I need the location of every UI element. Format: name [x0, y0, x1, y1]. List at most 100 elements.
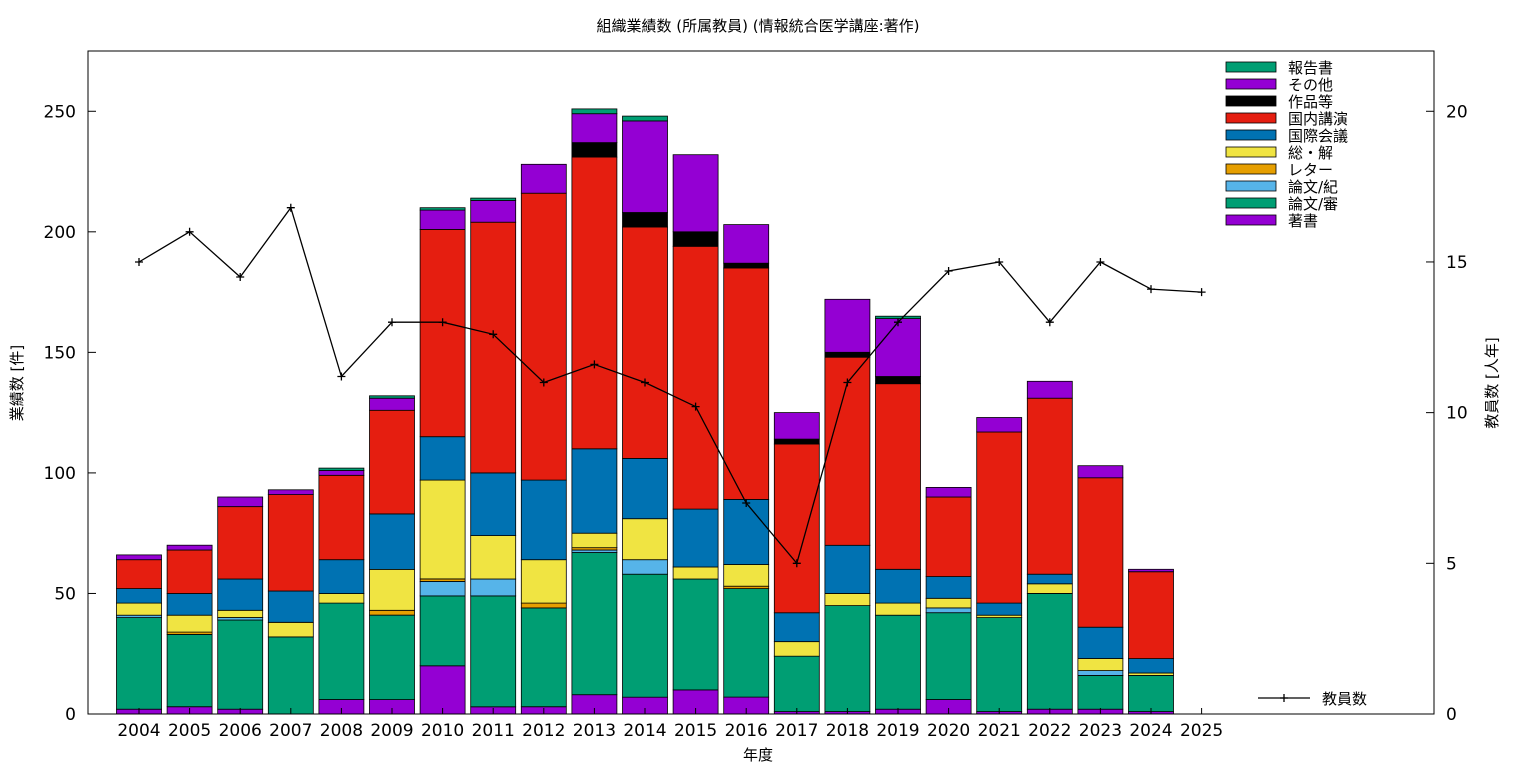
bar-segment-2016-s5: [723, 498, 770, 565]
bar-segment-2022-s5: [1026, 573, 1073, 585]
bar-segment-2008-s1: [318, 602, 365, 700]
bar-segment-2019-s1: [875, 614, 921, 710]
line-point-2019: [894, 318, 902, 327]
legend-label-6: レター: [1288, 161, 1333, 179]
bar-segment-2006-s5: [217, 578, 264, 611]
y-axis-label: 業績数 [件]: [8, 345, 26, 421]
bar-segment-2012-s8: [520, 163, 567, 194]
y-tick-label-200: 200: [44, 223, 76, 243]
bar-segment-2006-s6: [217, 506, 264, 580]
bar-segment-2013-s4: [571, 532, 618, 549]
bar-segment-2018-s7: [824, 351, 871, 358]
legend-label-2: 作品等: [1288, 93, 1333, 111]
bar-segment-2011-s1: [470, 595, 517, 708]
bar-segment-2024-s6: [1128, 571, 1174, 659]
line-point-2009: [388, 318, 396, 327]
bar-segment-2004-s1: [116, 617, 162, 710]
line-point-2022: [1045, 318, 1054, 327]
legend-swatch-4: [1225, 129, 1277, 141]
bar-segment-2010-s5: [419, 436, 466, 481]
bar-segment-2015-s6: [672, 245, 719, 510]
x-tick-label-2023: 2023: [1079, 721, 1122, 741]
legend-swatch-3: [1225, 112, 1277, 124]
line-layer: [135, 203, 1206, 568]
legend-label-9: 著書: [1288, 212, 1318, 230]
bar-segment-2020-s5: [925, 576, 972, 599]
legend-swatch-0: [1225, 61, 1277, 73]
bar-segment-2015-s7: [672, 231, 719, 247]
bar-segment-2023-s4: [1077, 658, 1124, 672]
legend-swatch-5: [1225, 146, 1277, 158]
bar-segment-2023-s5: [1077, 626, 1124, 659]
line-point-2005: [185, 227, 194, 236]
legend-label-3: 国内講演: [1288, 110, 1348, 128]
bar-segment-2005-s6: [166, 549, 213, 594]
bar-segment-2016-s6: [723, 267, 770, 500]
x-tick-label-2007: 2007: [269, 721, 312, 741]
bar-segment-2016-s7: [723, 262, 770, 269]
bar-segment-2010-s0: [419, 665, 466, 715]
bar-segment-2007-s8: [267, 489, 314, 495]
bar-segment-2023-s1: [1077, 675, 1124, 710]
bar-segment-2014-s4: [622, 518, 668, 561]
bar-segment-2014-s5: [622, 457, 668, 520]
bar-segment-2013-s8: [571, 113, 618, 143]
bar-segment-2021-s8: [976, 417, 1023, 433]
line-teachers: [138, 206, 1202, 565]
bar-segment-2022-s1: [1026, 593, 1073, 710]
bar-segment-2016-s4: [723, 564, 770, 587]
bar-segment-2010-s8: [419, 209, 466, 230]
bar-segment-2009-s5: [369, 513, 415, 570]
bar-segment-2018-s5: [824, 544, 871, 594]
bar-segment-2009-s4: [369, 568, 415, 611]
bar-segment-2019-s6: [875, 383, 921, 570]
bar-segment-2012-s4: [520, 559, 567, 604]
plot-frame: [87, 50, 1435, 715]
legend-label-8: 論文/審: [1288, 195, 1338, 213]
line-point-2018: [843, 378, 852, 387]
x-tick-label-2020: 2020: [927, 721, 970, 741]
x-tick-label-2017: 2017: [775, 721, 818, 741]
bar-segment-2020-s4: [925, 597, 972, 609]
bar-segment-2013-s5: [571, 448, 618, 534]
bar-segment-2016-s8: [723, 224, 770, 264]
chart-title: 組織業績数 (所属教員) (情報統合医学講座:著作): [596, 17, 919, 35]
bar-segment-2013-s1: [571, 552, 618, 696]
bar-segment-2015-s8: [672, 154, 719, 233]
line-point-2020: [944, 267, 953, 275]
bar-segment-2012-s1: [520, 607, 567, 708]
bar-segment-2011-s4: [470, 535, 517, 580]
line-point-2013: [590, 360, 599, 369]
bar-segment-2019-s8: [875, 318, 921, 377]
bar-segment-2017-s7: [773, 438, 820, 445]
bar-segment-2010-s9: [419, 207, 466, 211]
line-point-2011: [489, 330, 498, 339]
bar-segment-2009-s3: [369, 609, 415, 616]
bar-segment-2022-s8: [1026, 380, 1073, 399]
bar-segment-2012-s5: [520, 479, 567, 561]
bar-segment-2006-s8: [217, 496, 264, 508]
bar-segment-2006-s1: [217, 619, 264, 710]
bar-segment-2007-s5: [267, 590, 314, 623]
bar-segment-2020-s1: [925, 612, 972, 700]
x-tick-label-2016: 2016: [725, 721, 768, 741]
bar-segment-2023-s2: [1077, 670, 1124, 676]
bar-segment-2013-s6: [571, 156, 618, 450]
x-tick-label-2004: 2004: [117, 721, 160, 741]
bar-segment-2018-s8: [824, 298, 871, 353]
y2-axis-label: 教員数 [人年]: [1483, 337, 1501, 428]
y-tick-label-150: 150: [44, 343, 76, 363]
x-tick-label-2008: 2008: [320, 721, 363, 741]
bar-segment-2008-s9: [318, 467, 365, 471]
legend-swatch-2: [1225, 95, 1277, 107]
bar-segment-2009-s9: [369, 395, 415, 399]
x-tick-label-2011: 2011: [472, 721, 515, 741]
line-point-2014: [641, 378, 649, 387]
bar-segment-2004-s6: [116, 559, 162, 590]
bar-segment-2008-s4: [318, 593, 365, 604]
x-axis-label: 年度: [743, 746, 773, 764]
x-tick-label-2013: 2013: [573, 721, 616, 741]
line-point-2024: [1147, 285, 1155, 294]
bar-segment-2020-s8: [925, 486, 972, 498]
